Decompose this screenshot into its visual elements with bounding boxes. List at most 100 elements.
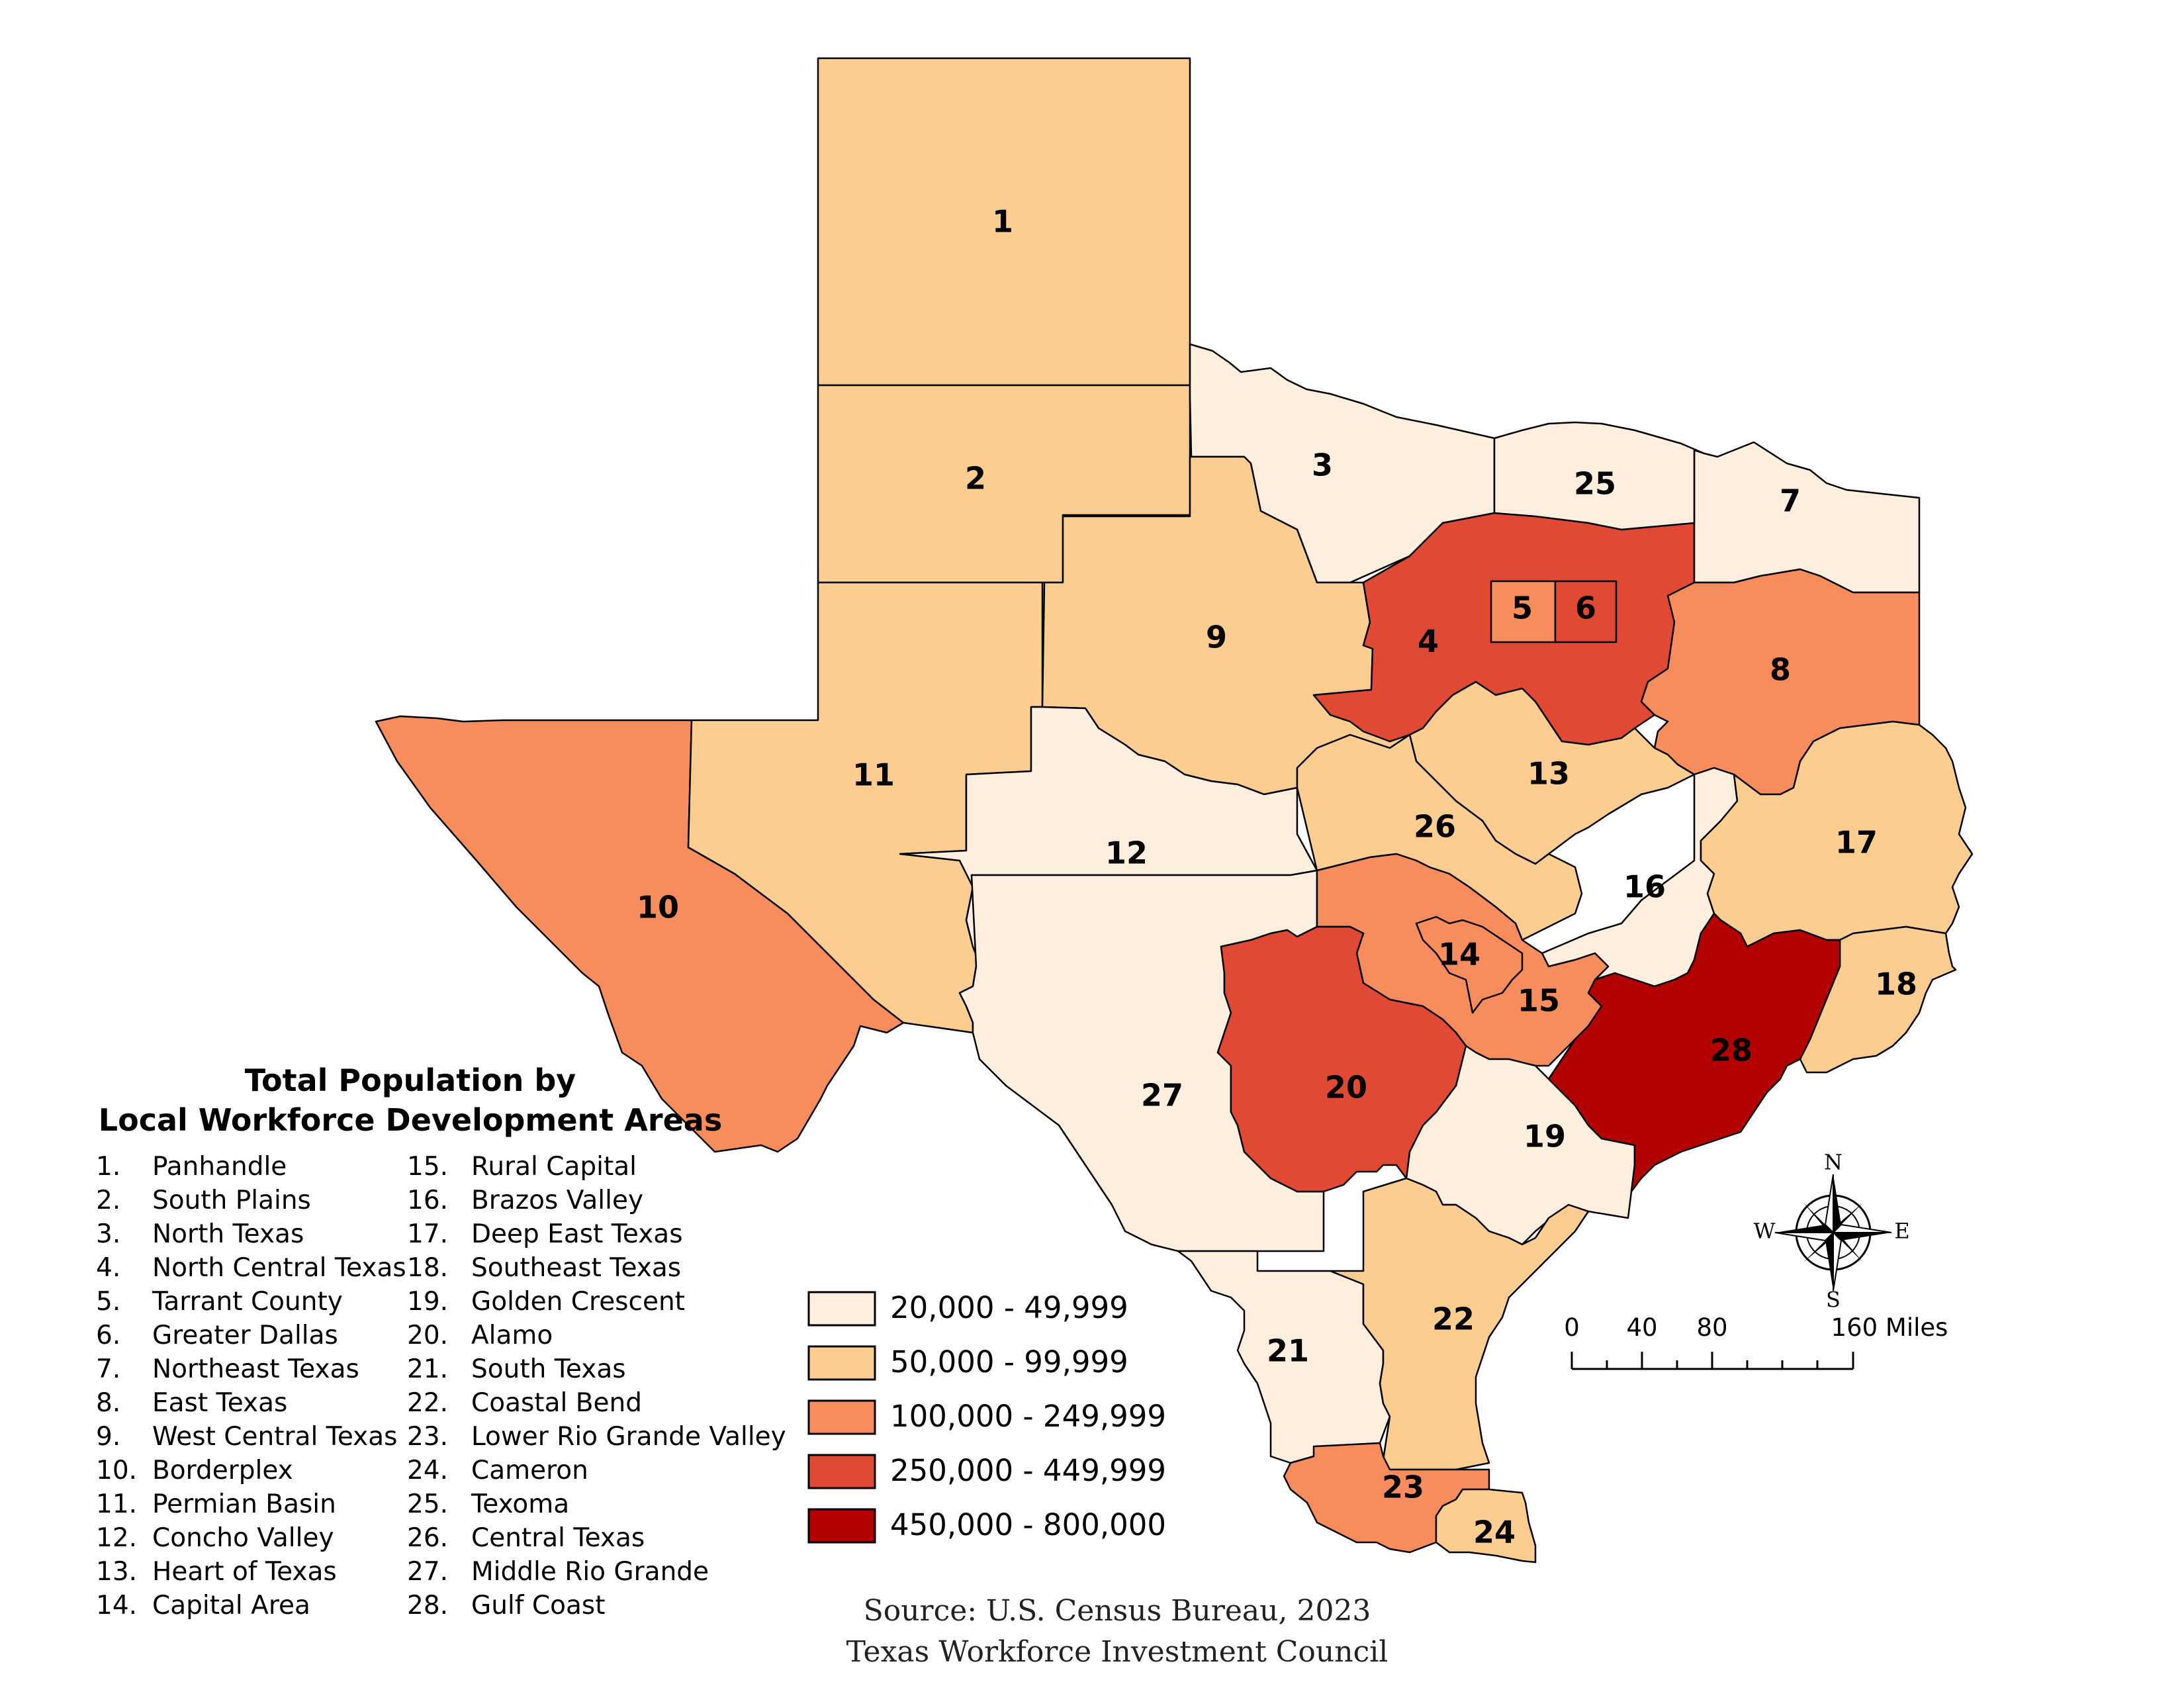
area-list-name: Cameron [471, 1456, 588, 1485]
area-list-name: North Central Texas [152, 1253, 406, 1283]
area-list-name: North Texas [152, 1219, 304, 1249]
region-22 [1329, 1177, 1590, 1471]
area-list-name: Brazos Valley [471, 1186, 643, 1215]
region-14 [1415, 915, 1524, 1014]
area-list-number: 5. [96, 1287, 120, 1317]
area-list-name: Greater Dallas [152, 1321, 338, 1350]
area-list-number: 17. [407, 1219, 448, 1249]
area-list-number: 25. [407, 1489, 448, 1519]
compass-west-label: W [1754, 1219, 1776, 1244]
compass-south-label: S [1826, 1288, 1841, 1313]
area-list-name: Alamo [471, 1321, 553, 1350]
region-7 [1693, 441, 1921, 594]
area-list-name: West Central Texas [152, 1422, 397, 1452]
region-28 [1547, 912, 1841, 1193]
area-list-name: Northeast Texas [152, 1354, 359, 1384]
area-list-number: 7. [96, 1354, 120, 1384]
area-list-name: South Plains [152, 1186, 311, 1215]
region-label-26: 26 [1414, 809, 1456, 845]
region-label-14: 14 [1438, 937, 1480, 972]
region-label-10: 10 [637, 890, 679, 925]
legend-class-label-2: 50,000 - 99,999 [890, 1344, 1128, 1380]
region-label-12: 12 [1105, 835, 1148, 871]
area-list-number: 16. [407, 1186, 448, 1215]
region-label-18: 18 [1875, 966, 1917, 1002]
area-list-name: South Texas [471, 1354, 626, 1384]
region-label-19: 19 [1524, 1119, 1566, 1154]
area-list-name: Permian Basin [152, 1489, 336, 1519]
area-list-name: Borderplex [152, 1456, 293, 1485]
area-list-number: 12. [96, 1523, 137, 1553]
area-list-name: Panhandle [152, 1152, 287, 1182]
area-list-number: 11. [96, 1489, 137, 1519]
area-list-number: 2. [96, 1186, 120, 1215]
area-list-number: 22. [407, 1388, 448, 1418]
region-24 [1435, 1488, 1537, 1564]
region-label-21: 21 [1267, 1333, 1309, 1369]
region-label-1: 1 [992, 204, 1013, 240]
legend-swatch-4 [807, 1454, 876, 1489]
legend-class-label-5: 450,000 - 800,000 [890, 1507, 1166, 1542]
area-list-number: 23. [407, 1422, 448, 1452]
region-label-6: 6 [1575, 590, 1596, 626]
area-list-number: 27. [407, 1557, 448, 1587]
region-20 [1216, 925, 1467, 1193]
region-6 [1554, 580, 1617, 643]
scale-label-80: 80 [1696, 1313, 1727, 1342]
area-list-number: 6. [96, 1321, 120, 1350]
legend-swatch-3 [807, 1399, 876, 1435]
area-list-number: 28. [407, 1591, 448, 1620]
area-list-name: Gulf Coast [471, 1591, 606, 1620]
legend-swatch-2 [807, 1345, 876, 1381]
region-label-15: 15 [1518, 983, 1560, 1019]
region-label-8: 8 [1770, 652, 1791, 688]
area-list-name: Tarrant County [152, 1287, 343, 1317]
legend-swatch-1 [807, 1291, 876, 1327]
region-label-2: 2 [965, 461, 986, 496]
area-list-number: 21. [407, 1354, 448, 1384]
map-regions [375, 57, 1974, 1564]
area-list-name: Lower Rio Grande Valley [471, 1422, 786, 1452]
area-list-number: 18. [407, 1253, 448, 1283]
area-list-number: 20. [407, 1321, 448, 1350]
area-list-name: Concho Valley [152, 1523, 334, 1553]
area-list-number: 26. [407, 1523, 448, 1553]
compass-north-label: N [1824, 1150, 1843, 1175]
region-label-3: 3 [1312, 447, 1333, 483]
area-list-number: 10. [96, 1456, 137, 1485]
region-label-11: 11 [852, 757, 895, 793]
area-list-number: 1. [96, 1152, 120, 1182]
region-label-23: 23 [1382, 1470, 1424, 1505]
area-list-name: Middle Rio Grande [471, 1557, 709, 1587]
region-label-16: 16 [1623, 869, 1666, 905]
region-label-22: 22 [1432, 1301, 1475, 1337]
area-list-number: 15. [407, 1152, 448, 1182]
region-label-25: 25 [1574, 466, 1616, 502]
source-line-2: Texas Workforce Investment Council [846, 1635, 1388, 1669]
region-label-27: 27 [1141, 1078, 1183, 1113]
area-list-name: Heart of Texas [152, 1557, 337, 1587]
region-25 [1493, 421, 1706, 531]
region-label-4: 4 [1418, 624, 1439, 659]
legend-class-label-4: 250,000 - 449,999 [890, 1453, 1166, 1488]
area-list-number: 9. [96, 1422, 120, 1452]
compass-east-label: E [1894, 1219, 1909, 1244]
area-name-list: 1. Panhandle 2. South Plains 3. North Texas 4.… [96, 1152, 786, 1620]
scale-label-0: 0 [1564, 1313, 1580, 1342]
area-list-number: 24. [407, 1456, 448, 1485]
population-class-legend: 20,000 - 49,999 50,000 - 99,999 100,000 - … [807, 1290, 1166, 1544]
legend-class-label-1: 20,000 - 49,999 [890, 1290, 1128, 1325]
area-list-number: 8. [96, 1388, 120, 1418]
area-list-number: 14. [96, 1591, 137, 1620]
legend-title-line1: Total Population by [245, 1062, 576, 1098]
area-list-name: Southeast Texas [471, 1253, 681, 1283]
region-label-5: 5 [1512, 590, 1533, 626]
scale-bar: 0 40 80 160 Miles [1564, 1313, 1948, 1370]
legend-class-label-3: 100,000 - 249,999 [890, 1399, 1166, 1434]
legend-title-line2: Local Workforce Development Areas [99, 1102, 722, 1138]
scale-label-160-miles: 160 Miles [1831, 1313, 1948, 1342]
region-label-20: 20 [1325, 1070, 1367, 1105]
region-label-9: 9 [1206, 620, 1227, 655]
